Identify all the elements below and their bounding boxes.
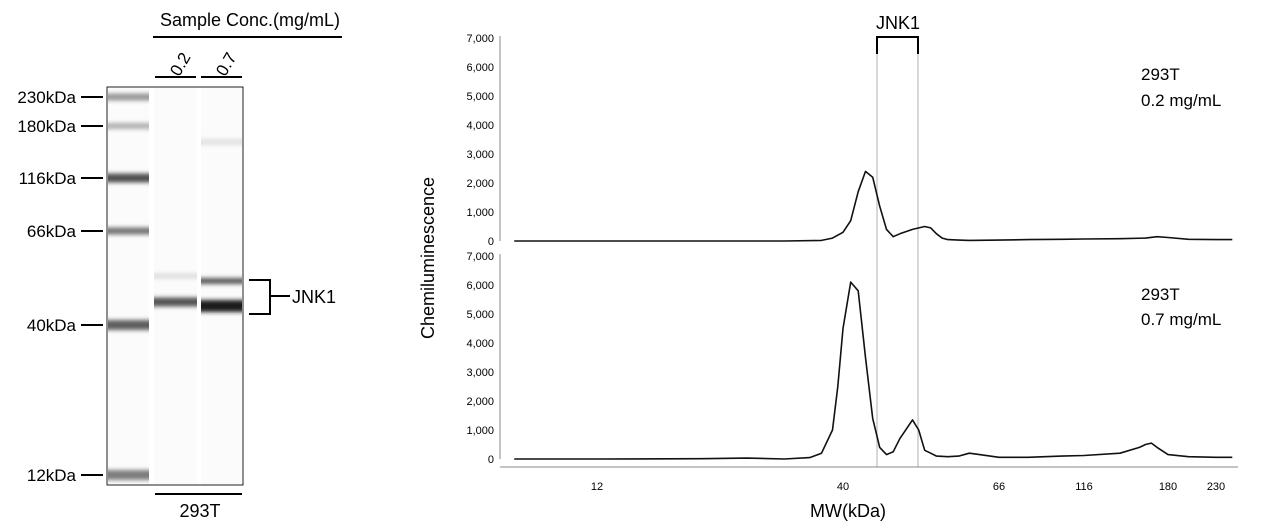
x-tick-label: 230 [1207,481,1225,493]
y-tick-label: 4,000 [466,120,494,132]
lane2-band-jnk1 [201,300,242,312]
ladder-band-40 [108,320,149,330]
lane-label-2: 0.7 [212,49,240,79]
marker-label-12: 12kDa [27,466,77,485]
ladder-band-230 [108,93,149,101]
lane2-band-upper [201,278,242,284]
ladder-band-116 [108,173,149,183]
lane2-band-160 [201,139,242,145]
y-tick-label: 2,000 [466,396,494,408]
annotation-top-line1: 293T [1141,65,1180,84]
lane-divider-2 [197,88,201,484]
lane-label-1: 0.2 [166,49,194,79]
jnk1-peak-label: JNK1 [876,13,920,33]
marker-label-230: 230kDa [17,88,76,107]
trace-line-2 [514,281,1233,460]
marker-label-180: 180kDa [17,117,76,136]
x-tick-label: 116 [1075,481,1093,493]
x-tick-label: 66 [993,481,1005,493]
y-tick-label: 0 [488,454,494,466]
y-tick-label: 6,000 [466,280,494,292]
y-tick-label: 6,000 [466,62,494,74]
y-tick-label: 2,000 [466,178,494,190]
y-tick-label: 4,000 [466,338,494,350]
y-tick-label: 7,000 [466,33,494,45]
jnk1-bracket [249,279,290,315]
x-tick-label: 180 [1159,481,1177,493]
annotation-bottom-line1: 293T [1141,285,1180,304]
ladder-band-180 [108,123,149,129]
blot-frame [106,86,244,486]
y-tick-label: 3,000 [466,149,494,161]
cell-line-label: 293T [179,501,220,521]
marker-label-116: 116kDa [19,169,77,188]
y-tick-label: 0 [488,236,494,248]
ladder-band-66 [108,227,149,235]
y-tick-label: 5,000 [466,309,494,321]
lane1-band-jnk1 [154,297,197,307]
marker-label-40: 40kDa [27,316,77,335]
x-tick-label: 40 [837,481,849,493]
x-tick-label: 12 [591,481,603,493]
y-tick-label: 5,000 [466,91,494,103]
y-tick-label: 7,000 [466,251,494,263]
x-axis-label: MW(kDa) [810,501,886,521]
lane-divider-1 [149,88,154,484]
y-axis-label: Chemiluminescence [418,177,438,339]
y-tick-label: 1,000 [466,425,494,437]
marker-label-66: 66kDa [27,222,77,241]
annotation-bottom-line2: 0.7 mg/mL [1141,310,1221,329]
electropherogram-panel: 7,000 6,000 5,000 4,000 3,000 2,000 1,000 0 7,00… [418,13,1238,521]
jnk1-peak-bracket [876,36,919,54]
y-tick-label: 1,000 [466,207,494,219]
western-blot-panel: Sample Conc.(mg/mL) 0.2 0.7 230kDa 180kDa… [17,10,342,521]
trace-line-1 [514,170,1233,242]
ladder-band-12 [108,470,149,480]
jnk1-bracket-label: JNK1 [292,287,336,307]
lane1-band-upper [154,273,197,279]
sample-conc-label: Sample Conc.(mg/mL) [160,10,340,30]
annotation-top-line2: 0.2 mg/mL [1141,91,1221,110]
y-tick-label: 3,000 [466,367,494,379]
